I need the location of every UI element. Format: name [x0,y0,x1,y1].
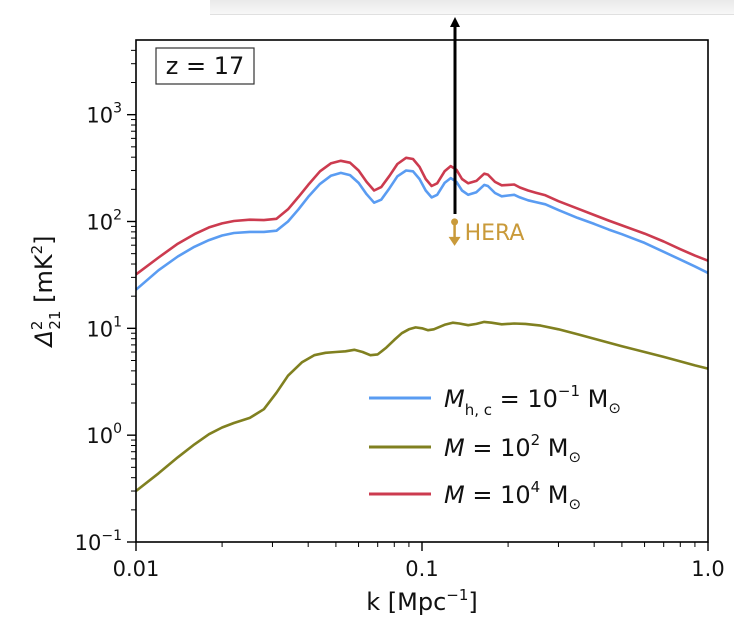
annotation-box [155,47,255,85]
legend-entry-label: Mh, c = 10−1 M⊙ [444,382,621,419]
series-line-0 [135,169,709,291]
series-layer [135,156,709,493]
hera-down-arrow-icon [448,236,461,246]
redshift-label: z = 17 [166,52,245,80]
y-tick-label: 10−1 [75,528,122,555]
hera-label: HERA [465,221,525,246]
y-tick-label: 103 [86,101,122,128]
y-tick-label: 100 [86,421,122,448]
series-line-1 [135,320,709,493]
y-tick-label: 102 [86,208,122,235]
browser-toolbar-strip [210,0,734,15]
x-tick-label: 0.01 [113,557,160,581]
x-tick-label: 1.0 [691,557,724,581]
legend-entry-label: M = 102 M⊙ [444,431,581,466]
plot-frame [135,39,709,543]
legend-entry-label: M = 104 M⊙ [444,478,581,513]
y-tick-label: 101 [86,314,122,341]
redshift-annotation: z = 17 [155,47,255,85]
legend: Mh, c = 10−1 M⊙ M = 102 M⊙ M = 104 M⊙ [369,382,621,513]
hera-limit: HERA [448,218,525,246]
axis-labels: k [Mpc−1] Δ221 [mK2] [28,235,478,616]
y-axis-label: Δ221 [mK2] [28,235,64,348]
x-axis-label: k [Mpc−1] [366,586,478,616]
x-tick-label: 0.1 [405,557,438,581]
series-line-2 [135,156,709,276]
axis-ticks: 0.01 0.1 1.0 10−1 100 101 102 103 [75,49,725,581]
